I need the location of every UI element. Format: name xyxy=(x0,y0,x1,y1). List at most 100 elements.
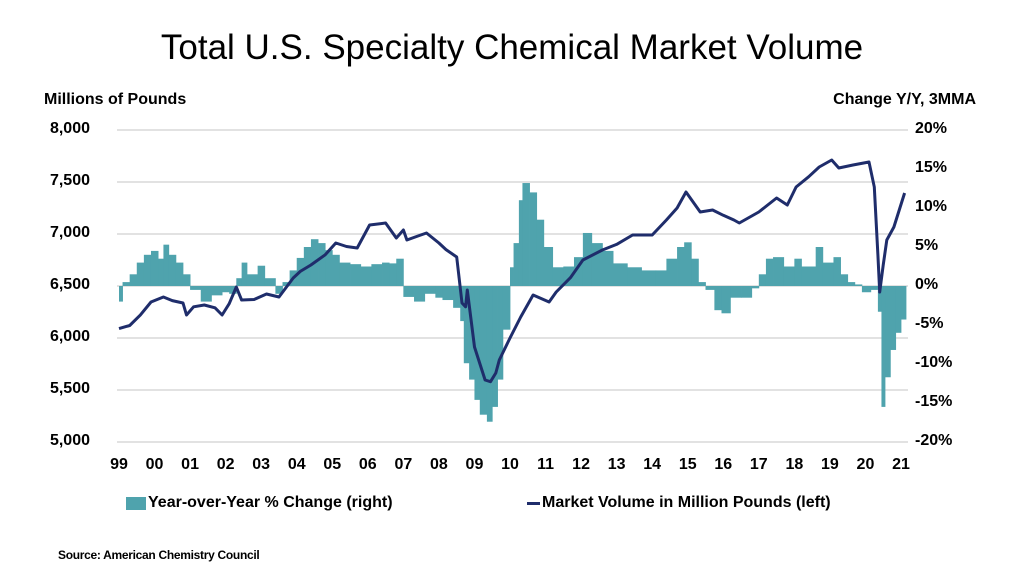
yoy-bar xyxy=(190,286,202,290)
yoy-bar xyxy=(163,244,170,286)
yoy-bar xyxy=(382,262,390,286)
yoy-bar xyxy=(901,286,907,320)
yoy-bar xyxy=(453,286,461,308)
yoy-bar xyxy=(158,258,164,286)
x-tick: 11 xyxy=(537,456,554,473)
yoy-bar xyxy=(627,267,642,286)
yoy-bar xyxy=(518,200,523,286)
yoy-bar xyxy=(168,254,177,286)
yoy-bar xyxy=(435,286,443,298)
yoy-bar xyxy=(339,262,351,286)
yoy-bar xyxy=(641,270,657,286)
yoy-bar xyxy=(543,247,554,286)
yoy-bar xyxy=(442,286,454,301)
x-tick: 21 xyxy=(892,456,910,473)
yoy-bar xyxy=(246,274,259,286)
yoy-bar xyxy=(241,262,248,286)
yoy-bar xyxy=(854,284,863,286)
yoy-bar xyxy=(783,266,795,286)
yoy-bar xyxy=(236,278,243,286)
yoy-bar xyxy=(275,286,283,294)
yoy-bar xyxy=(332,254,340,286)
x-tick: 04 xyxy=(287,456,306,473)
y-tick-left: 6,000 xyxy=(49,328,90,345)
yoy-bar xyxy=(885,286,891,378)
y-tick-right: 0% xyxy=(915,276,939,293)
legend-label-yoy: Year-over-Year % Change (right) xyxy=(148,494,393,511)
yoy-bar xyxy=(794,258,802,286)
x-tick: 10 xyxy=(501,456,519,473)
yoy-bar xyxy=(890,286,897,350)
x-tick: 12 xyxy=(572,456,590,473)
x-tick: 09 xyxy=(465,456,484,473)
x-tick: 03 xyxy=(252,456,271,473)
y-tick-right: -20% xyxy=(915,432,953,449)
yoy-bar xyxy=(808,266,817,286)
chart-title: Total U.S. Specialty Chemical Market Vol… xyxy=(160,28,864,67)
x-tick: 17 xyxy=(749,456,768,473)
yoy-bar xyxy=(613,263,628,286)
yoy-bar xyxy=(396,258,404,286)
yoy-bar xyxy=(730,286,742,298)
y-tick-left: 8,000 xyxy=(49,120,90,137)
y-tick-right: 15% xyxy=(915,159,948,176)
legend-item-volume: Market Volume in Million Pounds (left) xyxy=(527,494,831,512)
yoy-bar xyxy=(424,286,436,294)
yoy-bar xyxy=(684,242,692,286)
yoy-bar xyxy=(529,192,538,286)
yoy-bar xyxy=(229,286,237,294)
yoy-bar xyxy=(119,286,123,302)
x-tick: 16 xyxy=(714,456,733,473)
y-tick-right: -10% xyxy=(915,354,953,371)
right-axis-title: Change Y/Y, 3MMA xyxy=(833,91,976,108)
yoy-bar xyxy=(350,264,362,286)
yoy-bar xyxy=(318,243,326,286)
y-tick-left: 5,500 xyxy=(49,380,90,397)
market-volume-line xyxy=(118,158,907,384)
yoy-bar xyxy=(840,274,849,286)
yoy-bar xyxy=(502,286,511,330)
yoy-bar xyxy=(666,258,678,286)
source-note: Source: American Chemistry Council xyxy=(58,548,260,562)
yoy-bar xyxy=(479,286,488,415)
x-tick: 02 xyxy=(216,456,235,473)
yoy-bar xyxy=(877,286,882,312)
x-tick: 14 xyxy=(643,456,662,473)
yoy-bar xyxy=(591,243,603,286)
yoy-bar xyxy=(721,286,731,314)
yoy-bar xyxy=(573,257,584,286)
y-tick-left: 5,000 xyxy=(49,432,90,449)
yoy-bar xyxy=(741,286,753,298)
yoy-bar xyxy=(513,243,520,286)
y-tick-left: 6,500 xyxy=(49,276,90,293)
x-tick: 01 xyxy=(181,456,199,473)
yoy-bar xyxy=(758,274,767,286)
yoy-bar xyxy=(655,270,667,286)
y-tick-left: 7,000 xyxy=(49,224,90,241)
yoy-bar xyxy=(150,250,159,286)
yoy-bar xyxy=(870,286,879,290)
legend-item-yoy: Year-over-Year % Change (right) xyxy=(126,494,393,512)
yoy-bar xyxy=(463,286,470,364)
yoy-bar xyxy=(200,286,212,302)
y-tick-right: 5% xyxy=(915,237,939,254)
x-tick: 08 xyxy=(430,456,448,473)
yoy-bar xyxy=(222,286,230,293)
x-tick: 20 xyxy=(856,456,875,473)
yoy-bar xyxy=(833,257,841,286)
x-tick: 19 xyxy=(821,456,839,473)
yoy-bar xyxy=(175,262,184,286)
legend-swatch-line xyxy=(527,501,540,505)
yoy-bar xyxy=(602,250,614,286)
yoy-bar xyxy=(847,282,856,286)
yoy-bar xyxy=(714,286,722,311)
yoy-bar xyxy=(136,262,145,286)
yoy-bar xyxy=(522,183,530,286)
yoy-bar xyxy=(815,247,824,286)
x-tick: 13 xyxy=(607,456,626,473)
x-tick: 99 xyxy=(110,456,128,473)
x-tick: 06 xyxy=(358,456,377,473)
yoy-bar xyxy=(371,264,383,286)
y-tick-left: 7,500 xyxy=(49,172,90,189)
